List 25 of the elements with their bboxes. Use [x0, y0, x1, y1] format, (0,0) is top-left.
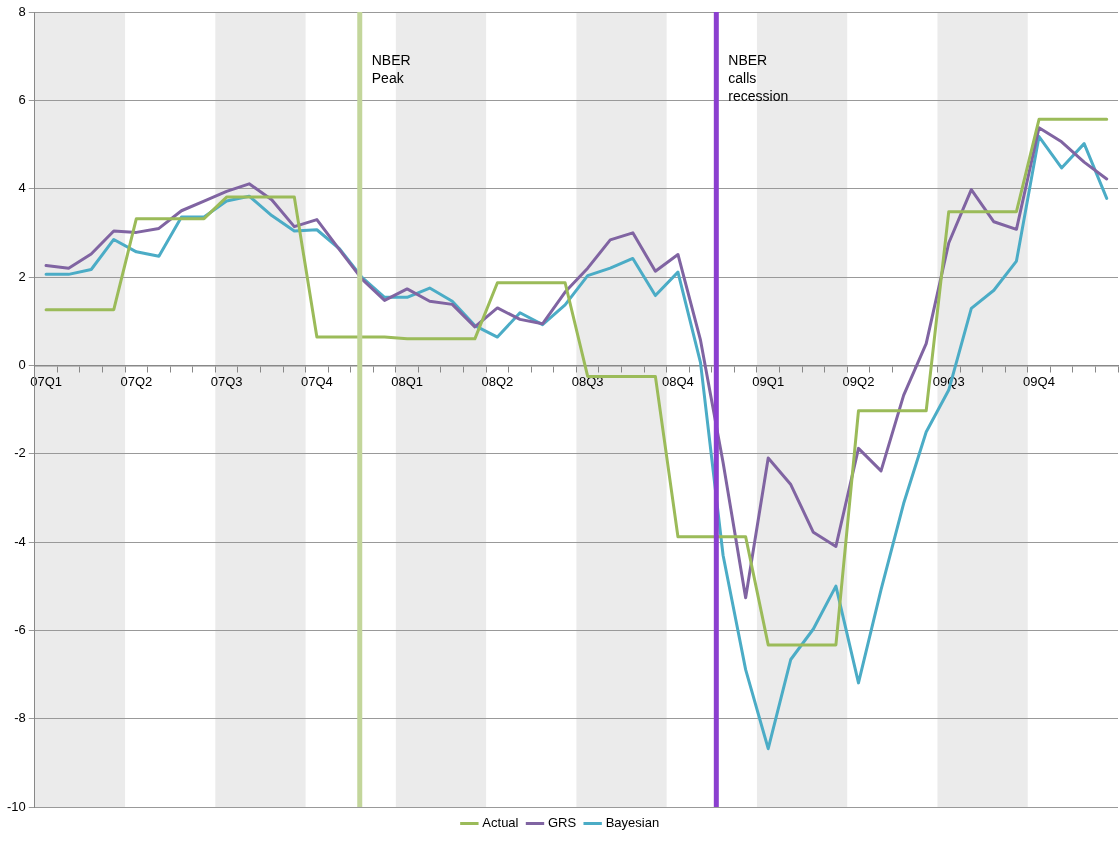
y-tick-label: 2 — [18, 268, 26, 284]
x-tick-label: 08Q2 — [481, 373, 514, 389]
y-tick-label: -10 — [6, 798, 26, 814]
y-tick-label: -8 — [14, 710, 26, 726]
legend-label: Bayesian — [605, 815, 660, 831]
legend-label: GRS — [547, 815, 577, 831]
annotation: NBER Peak — [371, 51, 411, 86]
y-tick-label: -6 — [14, 621, 26, 637]
x-tick-label: 07Q4 — [300, 373, 333, 389]
annotation: NBER calls recession — [728, 51, 789, 104]
y-tick-label: 6 — [18, 91, 26, 107]
x-tick-label: 09Q4 — [1023, 373, 1055, 389]
y-tick-label: 4 — [18, 180, 26, 196]
legend-label: Actual — [482, 815, 519, 831]
x-tick-label: 07Q3 — [210, 373, 243, 389]
y-tick-label: 0 — [18, 356, 26, 372]
x-tick-label: 08Q1 — [391, 373, 424, 389]
x-tick-label: 08Q4 — [662, 373, 694, 389]
y-tick-label: 8 — [18, 3, 26, 19]
x-tick-label: 09Q2 — [842, 373, 875, 389]
y-tick-label: -4 — [14, 533, 26, 549]
x-tick-label: 09Q1 — [752, 373, 785, 389]
x-tick-label: 07Q2 — [120, 373, 153, 389]
x-tick-label: 07Q1 — [30, 373, 62, 389]
y-tick-label: -2 — [14, 445, 26, 461]
